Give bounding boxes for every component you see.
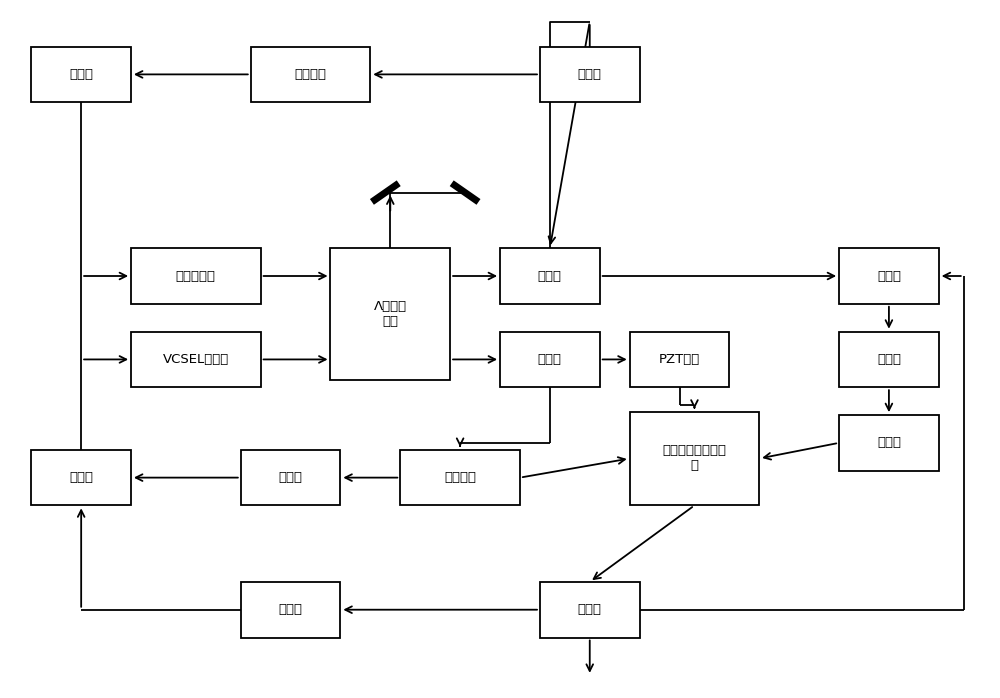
Text: 光电管: 光电管 bbox=[279, 603, 303, 616]
Text: 电流源: 电流源 bbox=[69, 68, 93, 81]
Text: 锁相放大: 锁相放大 bbox=[295, 68, 327, 81]
FancyBboxPatch shape bbox=[251, 47, 370, 102]
Text: 电流源: 电流源 bbox=[279, 471, 303, 484]
Text: 耦合器: 耦合器 bbox=[69, 471, 93, 484]
FancyBboxPatch shape bbox=[630, 332, 729, 387]
Text: 锁相放大: 锁相放大 bbox=[444, 471, 476, 484]
FancyBboxPatch shape bbox=[241, 582, 340, 637]
FancyBboxPatch shape bbox=[839, 248, 939, 304]
FancyBboxPatch shape bbox=[31, 47, 131, 102]
Text: 光拍频: 光拍频 bbox=[877, 269, 901, 283]
FancyBboxPatch shape bbox=[500, 332, 600, 387]
FancyBboxPatch shape bbox=[400, 450, 520, 505]
FancyBboxPatch shape bbox=[131, 332, 261, 387]
Text: 分光镜: 分光镜 bbox=[538, 269, 562, 283]
FancyBboxPatch shape bbox=[31, 450, 131, 505]
FancyBboxPatch shape bbox=[330, 248, 450, 380]
FancyBboxPatch shape bbox=[241, 450, 340, 505]
Text: VCSEL激光器: VCSEL激光器 bbox=[163, 353, 229, 366]
Text: 光电管: 光电管 bbox=[877, 353, 901, 366]
Text: 分光镜: 分光镜 bbox=[578, 603, 602, 616]
FancyBboxPatch shape bbox=[540, 47, 640, 102]
Text: 外腔激光器: 外腔激光器 bbox=[176, 269, 216, 283]
Text: 掺铒锁模光纤激光
器: 掺铒锁模光纤激光 器 bbox=[662, 445, 726, 473]
Text: 光电管: 光电管 bbox=[538, 353, 562, 366]
Text: Λ型原子
气室: Λ型原子 气室 bbox=[374, 300, 407, 328]
FancyBboxPatch shape bbox=[131, 248, 261, 304]
FancyBboxPatch shape bbox=[839, 332, 939, 387]
FancyBboxPatch shape bbox=[540, 582, 640, 637]
Text: 电流源: 电流源 bbox=[877, 436, 901, 450]
FancyBboxPatch shape bbox=[839, 415, 939, 470]
Text: PZT调节: PZT调节 bbox=[659, 353, 700, 366]
Text: 光电管: 光电管 bbox=[578, 68, 602, 81]
FancyBboxPatch shape bbox=[500, 248, 600, 304]
FancyBboxPatch shape bbox=[630, 412, 759, 505]
